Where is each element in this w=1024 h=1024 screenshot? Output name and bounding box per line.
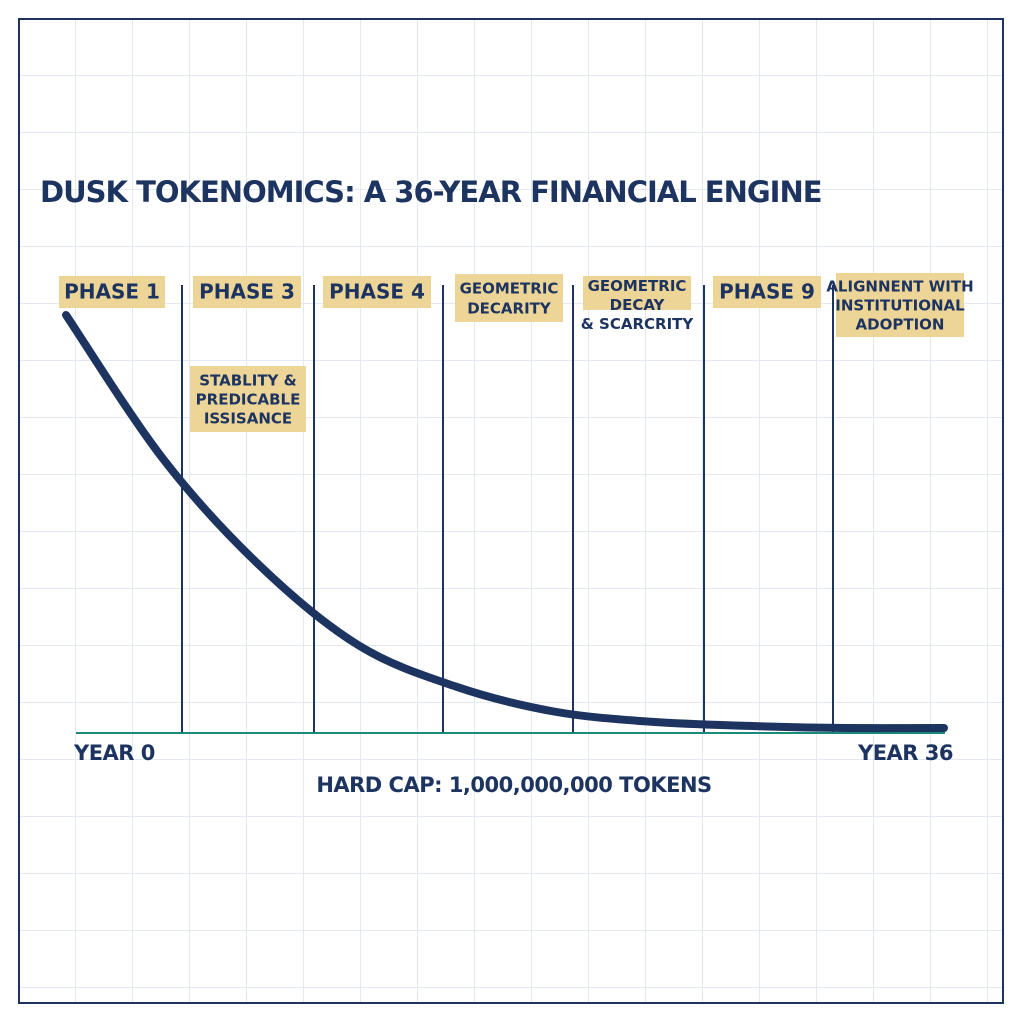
phase-label-1: PHASE 1 [59,276,165,308]
chart-title: DUSK TOKENOMICS: A 36-YEAR FINANCIAL ENG… [40,175,822,209]
phase-label-3-line-1: PHASE 4 [329,280,425,304]
phase-label-5-line-3: & SCARCRITY [581,315,695,333]
phase-label-6-box [713,276,821,308]
phase-label-2-line-1: PHASE 3 [199,280,295,304]
chart-frame [18,18,1004,1004]
annotation-1-line-2: PREDICABLE [196,390,301,408]
phase-label-4: GEOMETRIC DECARITY [455,274,563,322]
x-axis-end-label: YEAR 36 [857,741,953,765]
phase-label-5-line-2: DECAY [610,296,666,314]
phase-label-7-box [836,273,964,337]
phase-label-7-line-3: ADOPTION [856,315,945,333]
phase-label-6-line-1: PHASE 9 [719,280,815,304]
phase-label-3-box [323,276,431,308]
phase-labels: PHASE 1 PHASE 3 PHASE 4 GEOMETRICDECARITYGE… [59,273,974,337]
annotation-1-line-1: STABLITY & [199,371,296,389]
phase-label-4-line-1: GEOMETRIC [460,280,559,298]
phase-label-6: PHASE 9 [713,276,821,308]
phase-label-2-box [193,276,301,308]
phase-label-7-line-2: INSTITUTIONAL [835,296,965,314]
phase-label-1-box [59,276,165,308]
phase-label-2: PHASE 3 [193,276,301,308]
emission-curve [62,311,948,733]
phase-label-4-line-2: DECARITY [467,300,552,318]
annotation-1-line-3: ISSISANCE [204,409,292,427]
phase-label-5-box [583,276,691,310]
phase-label-4-box [455,274,563,322]
annotation-1-box [190,366,306,432]
phase-label-7-line-1: ALIGNNENT WITH [826,277,973,295]
x-axis-start-label: YEAR 0 [73,741,155,765]
phase-label-1-line-1: PHASE 1 [64,280,160,304]
phase-dividers [181,285,834,733]
phase-label-5-line-1: GEOMETRIC [588,277,687,295]
hard-cap-label: HARD CAP: 1,000,000,000 TOKENS [316,773,711,797]
phase-label-3: PHASE 4 [323,276,431,308]
